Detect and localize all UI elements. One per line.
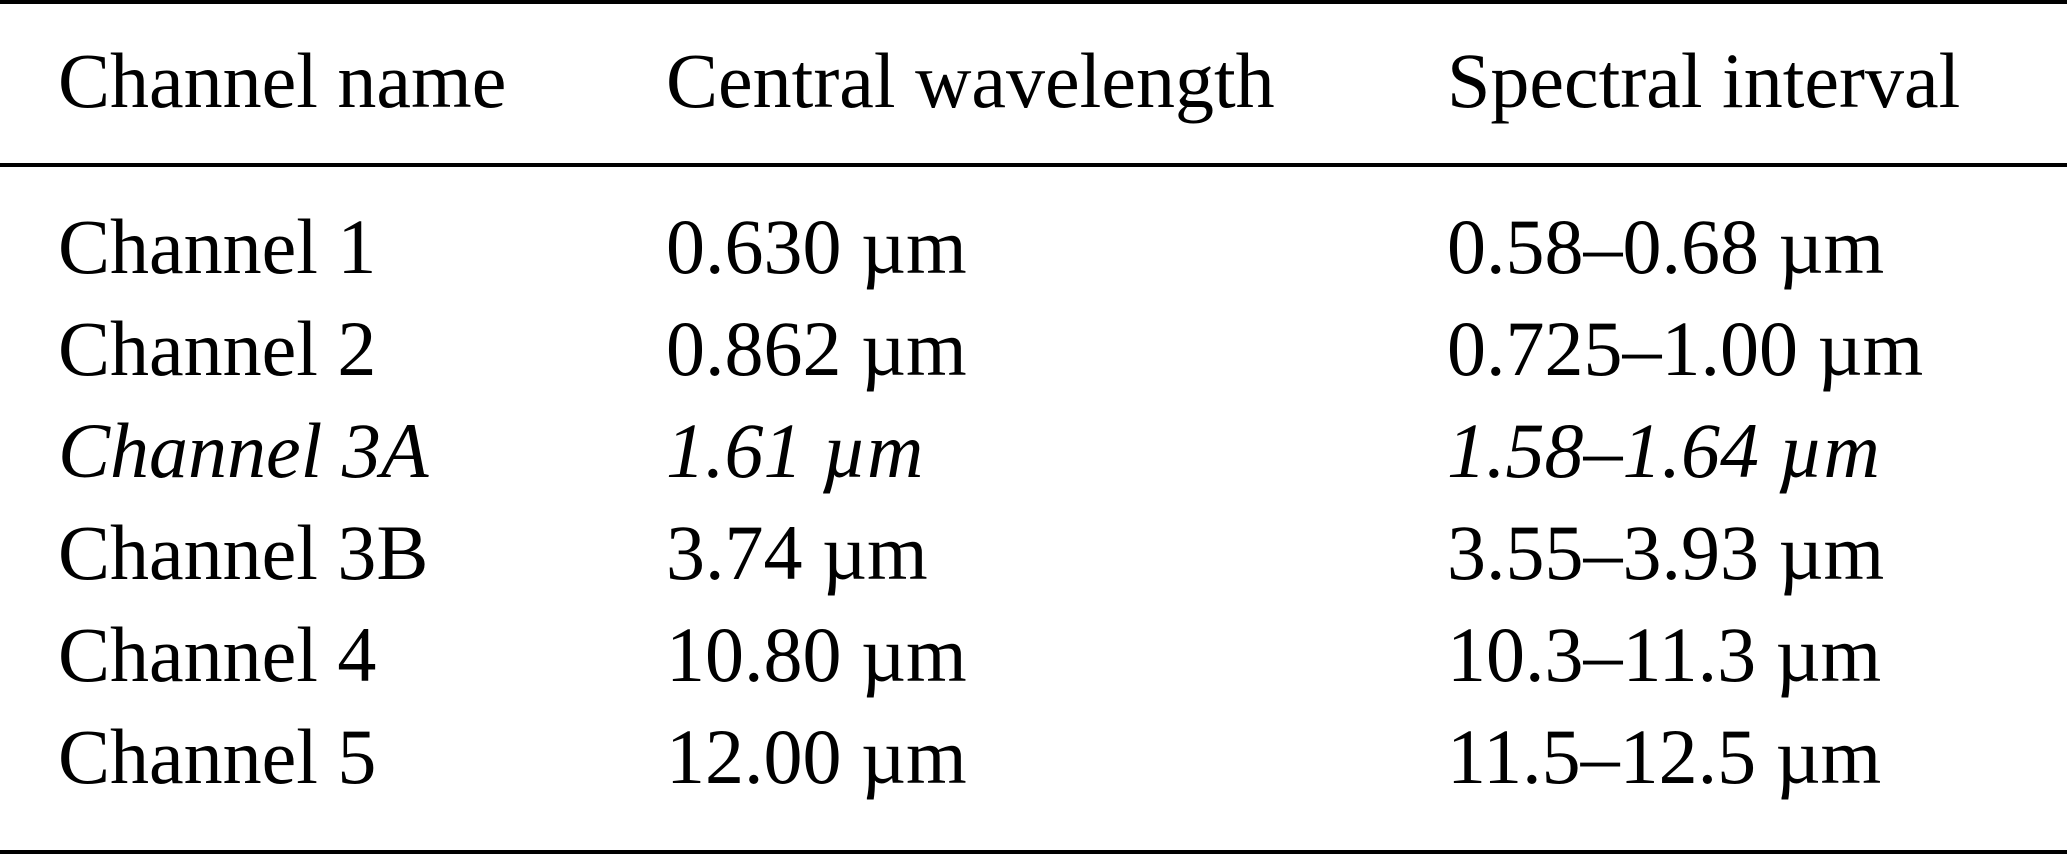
cell-central-wavelength: 10.80 µm [666, 611, 967, 698]
cell-spectral-interval: 0.725–1.00 µm [1447, 305, 1924, 392]
cell-spectral-interval: 1.58–1.64 µm [1447, 407, 1880, 494]
bottom-rule [0, 850, 2067, 854]
header-spectral-interval: Spectral interval [1447, 37, 1961, 124]
header-central-wavelength: Central wavelength [666, 37, 1275, 124]
cell-spectral-interval: 11.5–12.5 µm [1447, 713, 1882, 800]
cell-channel-name: Channel 3A [58, 407, 429, 494]
cell-central-wavelength: 3.74 µm [666, 509, 928, 596]
cell-channel-name: Channel 1 [58, 203, 377, 290]
cell-central-wavelength: 0.630 µm [666, 203, 967, 290]
cell-spectral-interval: 10.3–11.3 µm [1447, 611, 1882, 698]
cell-channel-name: Channel 2 [58, 305, 377, 392]
header-rule [0, 163, 2067, 167]
cell-channel-name: Channel 3B [58, 509, 429, 596]
cell-channel-name: Channel 4 [58, 611, 377, 698]
top-rule [0, 0, 2067, 4]
cell-spectral-interval: 0.58–0.68 µm [1447, 203, 1885, 290]
cell-spectral-interval: 3.55–3.93 µm [1447, 509, 1885, 596]
cell-central-wavelength: 0.862 µm [666, 305, 967, 392]
cell-central-wavelength: 12.00 µm [666, 713, 967, 800]
cell-channel-name: Channel 5 [58, 713, 377, 800]
cell-central-wavelength: 1.61 µm [666, 407, 924, 494]
header-channel-name: Channel name [58, 37, 507, 124]
